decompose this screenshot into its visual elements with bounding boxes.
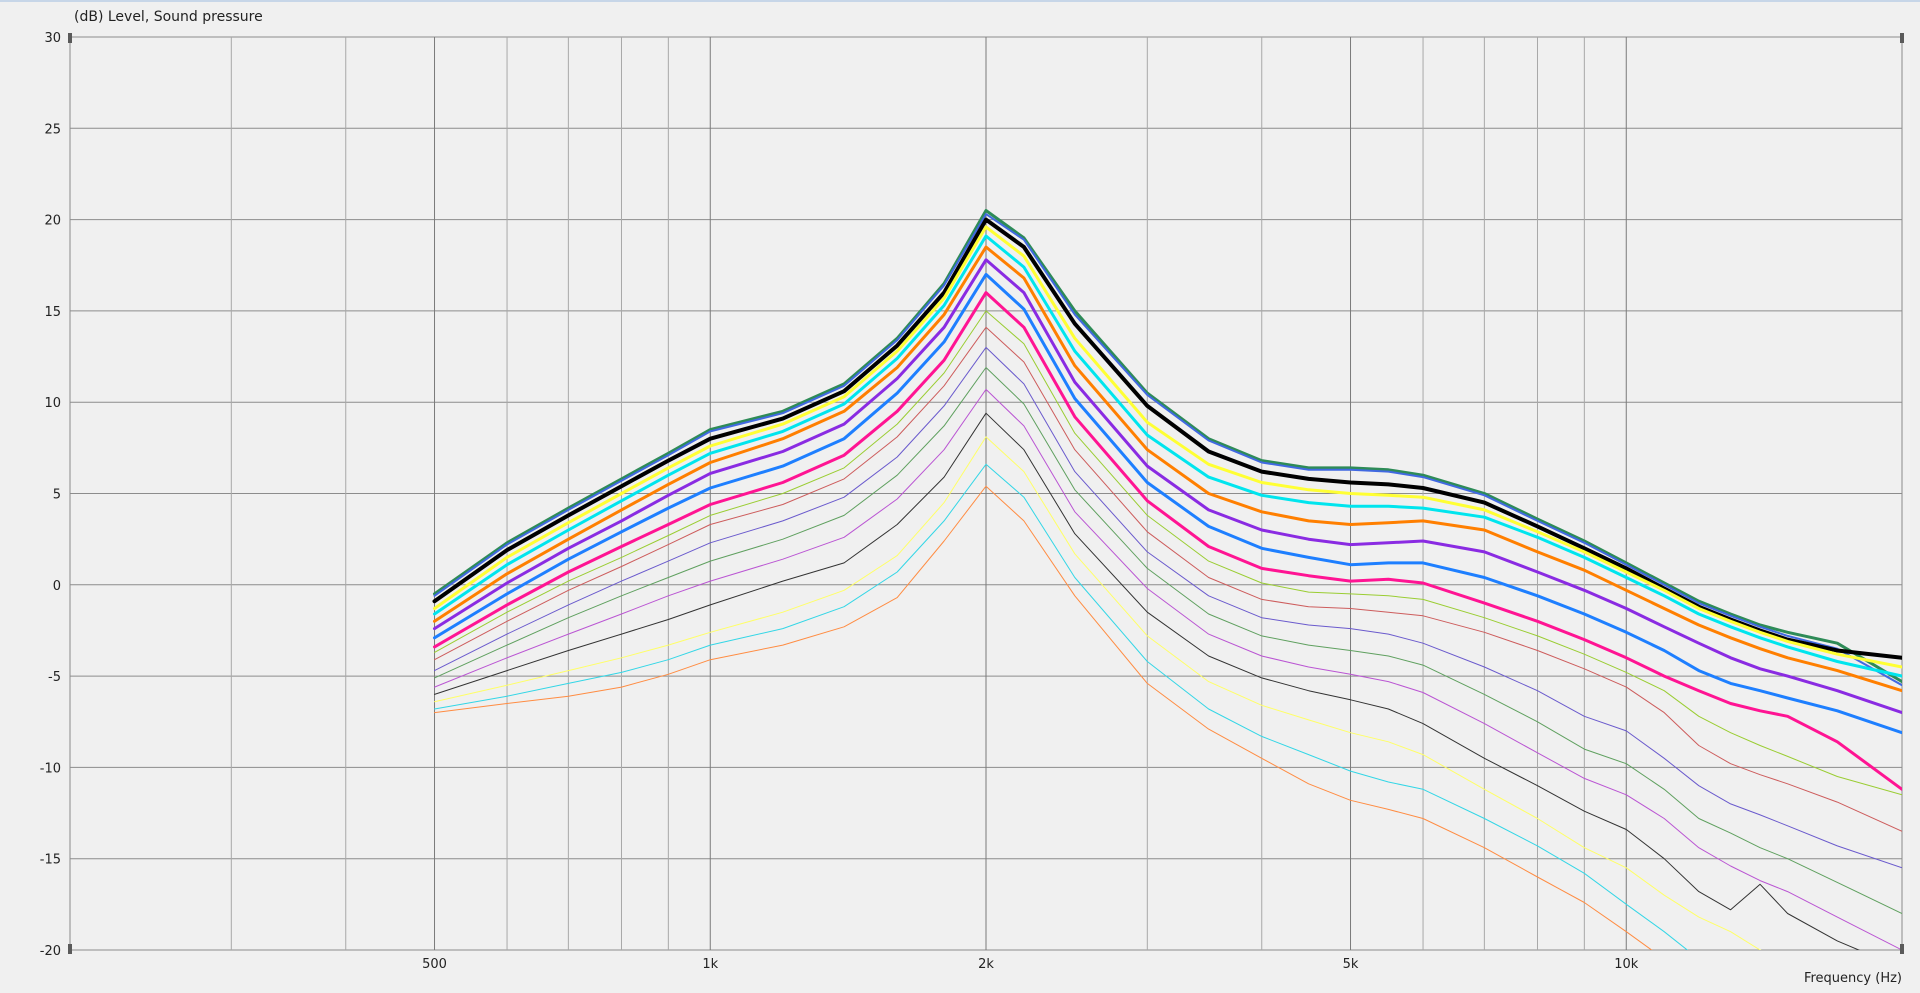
chart-title: (dB) Level, Sound pressure [74,9,263,25]
y-tick-label: 30 [44,31,61,46]
x-tick-label: 10k [1614,957,1639,972]
y-tick-label: 15 [44,305,61,320]
series-line [434,326,1902,832]
series-line [433,213,1902,687]
series-line [434,388,1902,950]
series-line [434,436,1762,950]
axis-end-marker [1900,33,1904,43]
series-line [433,245,1902,693]
series-line [434,346,1902,869]
series-line [433,272,1902,735]
series-line [432,217,1902,660]
series-line [434,310,1902,796]
y-tick-label: -10 [40,761,61,776]
plot-series [432,209,1902,950]
plot-grid [69,36,1903,951]
series-line [433,291,1902,791]
y-tick-label: -20 [40,944,61,959]
y-tick-label: 20 [44,214,61,229]
x-tick-label: 5k [1343,957,1359,972]
x-axis-label: Frequency (Hz) [1804,971,1902,986]
y-tick-label: 5 [53,488,61,503]
series-line [434,463,1689,950]
y-tick-label: -5 [48,670,61,685]
x-tick-label: 2k [978,957,994,972]
x-tick-label: 500 [422,957,447,972]
window-top-border [0,0,1920,2]
series-line [433,258,1902,715]
series-line [434,412,1861,950]
y-tick-label: 0 [53,579,61,594]
series-line [433,209,1902,684]
plot-axes: 30 25 20 15 10 5 0 -5 -10 -15 -20 500 1k 2k 5k 10k [40,31,1904,972]
series-line [433,234,1902,678]
series-line [433,225,1902,669]
y-tick-label: 25 [44,122,61,137]
axis-end-marker [68,33,72,43]
y-tick-label: 10 [44,396,61,411]
axis-end-marker [68,944,72,954]
series-line [434,367,1902,914]
axis-end-marker [1900,944,1904,954]
series-line [434,485,1653,950]
y-tick-label: -15 [40,853,61,868]
x-tick-label: 1k [702,957,718,972]
